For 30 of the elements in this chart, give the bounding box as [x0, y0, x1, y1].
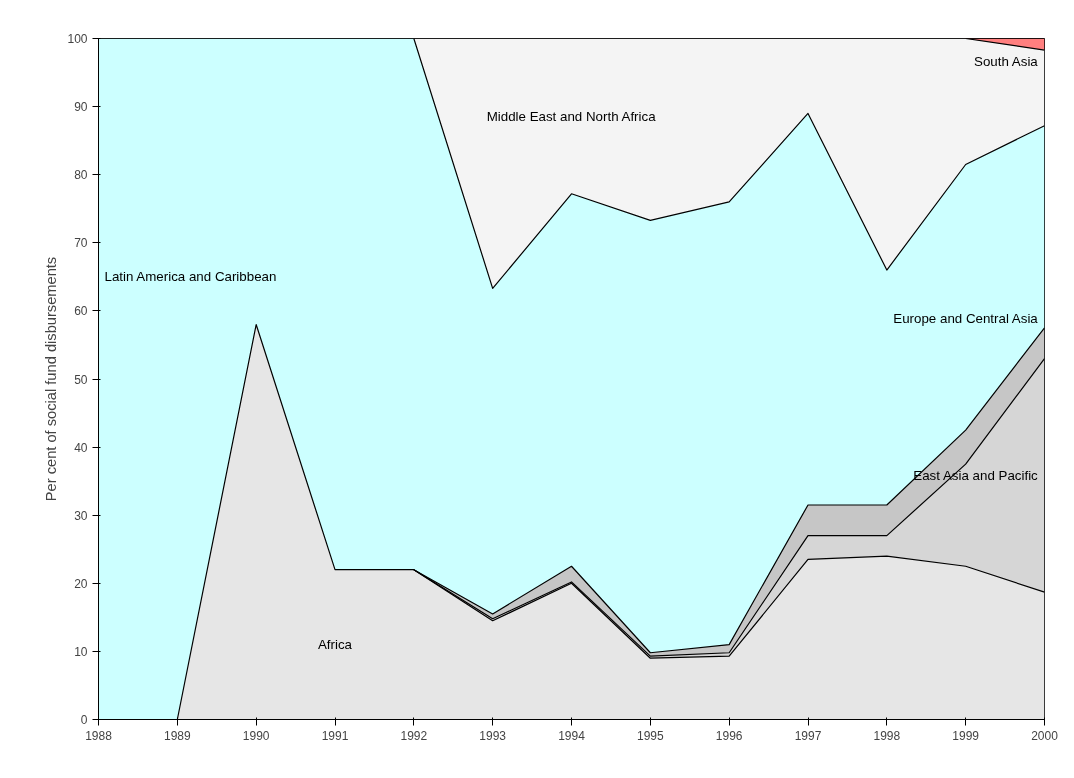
y-tick-label: 40: [74, 440, 88, 455]
x-tick-label: 1996: [715, 728, 743, 743]
series-label: Latin America and Caribbean: [104, 269, 277, 285]
x-tick-label: 1992: [400, 728, 428, 743]
x-tick-label: 1993: [479, 728, 507, 743]
x-tick-label: 1991: [321, 728, 349, 743]
y-tick-label: 20: [74, 576, 88, 591]
x-tick-label: 1990: [242, 728, 270, 743]
series-label: Europe and Central Asia: [893, 310, 1039, 326]
y-tick-label: 80: [74, 168, 88, 183]
series-label: Africa: [317, 637, 353, 653]
x-tick-label: 1999: [952, 728, 980, 743]
y-axis-title: Per cent of social fund disbursements: [43, 256, 60, 502]
y-tick-label: 0: [80, 713, 88, 727]
x-tick-label: 1988: [85, 728, 113, 743]
y-tick-label: 100: [67, 32, 88, 46]
series-label: Middle East and North Africa: [486, 108, 657, 124]
series-label: South Asia: [974, 54, 1039, 70]
x-tick-label: 1995: [636, 728, 665, 743]
x-tick-label: 1994: [558, 728, 586, 743]
y-tick-label: 30: [74, 508, 88, 523]
y-tick-label: 10: [74, 644, 88, 659]
y-tick-label: 50: [74, 372, 88, 387]
y-tick-label: 90: [74, 100, 88, 115]
y-tick-label: 70: [74, 236, 88, 251]
y-tick-label: 60: [74, 304, 88, 319]
x-tick-label: 1997: [794, 728, 822, 743]
x-tick-label: 1989: [163, 728, 192, 743]
x-tick-label: 1998: [873, 728, 901, 743]
x-tick-label: 2000: [1031, 728, 1059, 743]
